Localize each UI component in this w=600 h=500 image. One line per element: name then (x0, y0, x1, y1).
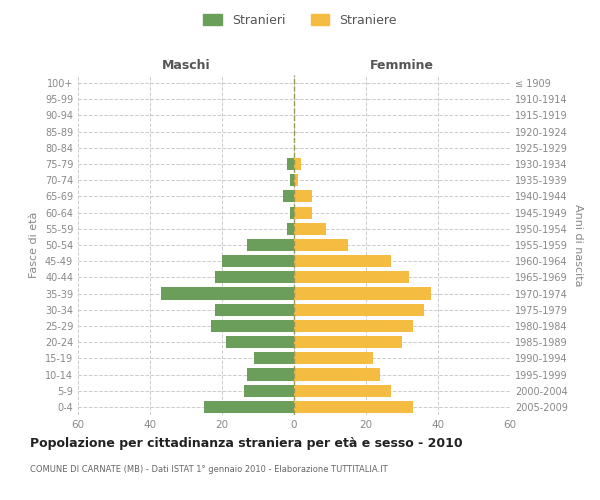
Bar (215, 304, 294, 316)
Bar (215, 272, 294, 283)
Text: Femmine: Femmine (370, 60, 434, 72)
Bar (254, 352, 294, 364)
Bar (294, 239, 348, 251)
Bar (294, 320, 413, 332)
Bar (161, 288, 294, 300)
Bar (204, 401, 294, 413)
Bar (211, 320, 294, 332)
Bar (247, 368, 294, 380)
Bar (287, 158, 294, 170)
Bar (294, 401, 413, 413)
Bar (294, 288, 431, 300)
Text: COMUNE DI CARNATE (MB) - Dati ISTAT 1° gennaio 2010 - Elaborazione TUTTITALIA.IT: COMUNE DI CARNATE (MB) - Dati ISTAT 1° g… (30, 466, 388, 474)
Bar (294, 352, 373, 364)
Bar (294, 222, 326, 235)
Bar (294, 255, 391, 268)
Bar (290, 174, 294, 186)
Bar (287, 222, 294, 235)
Bar (244, 384, 294, 397)
Bar (294, 384, 391, 397)
Bar (294, 206, 312, 218)
Bar (290, 206, 294, 218)
Bar (226, 336, 294, 348)
Text: Maschi: Maschi (161, 60, 211, 72)
Bar (294, 272, 409, 283)
Bar (294, 158, 301, 170)
Y-axis label: Fasce di età: Fasce di età (29, 212, 39, 278)
Bar (294, 304, 424, 316)
Bar (247, 239, 294, 251)
Bar (294, 368, 380, 380)
Legend: Stranieri, Straniere: Stranieri, Straniere (201, 11, 399, 29)
Text: Popolazione per cittadinanza straniera per età e sesso - 2010: Popolazione per cittadinanza straniera p… (30, 438, 463, 450)
Bar (222, 255, 294, 268)
Bar (294, 174, 298, 186)
Bar (283, 190, 294, 202)
Bar (294, 190, 312, 202)
Y-axis label: Anni di nascita: Anni di nascita (573, 204, 583, 286)
Bar (294, 336, 402, 348)
